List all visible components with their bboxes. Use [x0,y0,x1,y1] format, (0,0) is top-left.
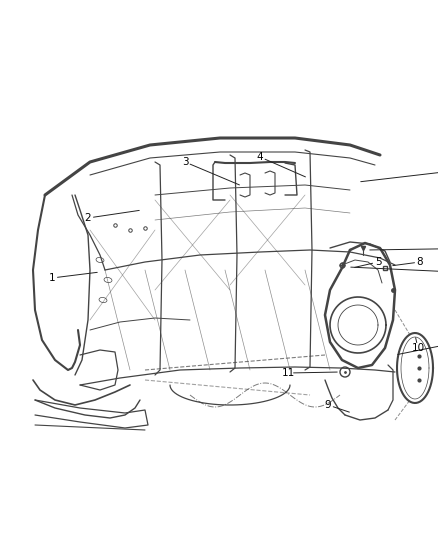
Text: 1: 1 [49,273,55,283]
Text: 5: 5 [374,257,381,267]
Text: 11: 11 [281,368,295,378]
Text: 2: 2 [85,213,91,223]
Text: 3: 3 [182,157,188,167]
Text: 10: 10 [411,343,424,353]
Text: 9: 9 [325,400,331,410]
Text: 8: 8 [417,257,423,267]
Text: 4: 4 [257,152,263,162]
